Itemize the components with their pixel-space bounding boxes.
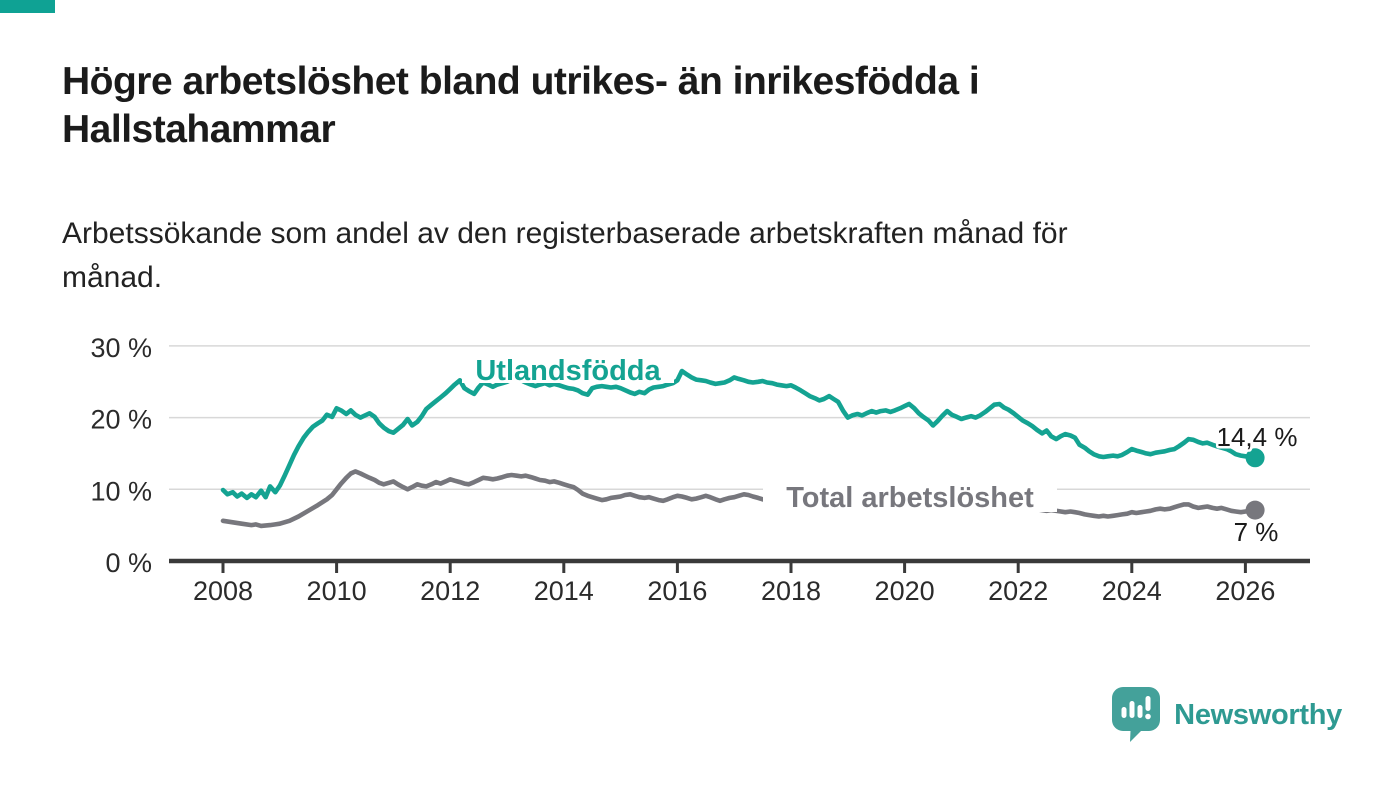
series-label-utlandsfodda: Utlandsfödda <box>475 355 661 387</box>
newsworthy-logo: Newsworthy <box>1111 686 1342 744</box>
series-layer <box>220 368 1265 529</box>
gridlines-layer <box>169 345 1310 491</box>
newsworthy-logo-text: Newsworthy <box>1174 698 1342 731</box>
axis-layer: 0 % 10 % 20 % 30 % 2008 2010 2012 2014 2016 2018 2… <box>90 333 1310 606</box>
series-label-total-arbetsloshet: Total arbetslöshet <box>786 482 1034 514</box>
series-line-1 <box>220 469 1258 529</box>
bar-chart-glyph <box>1121 696 1151 720</box>
annotation-layer: Utlandsfödda Total arbetslöshet 14,4 % 7… <box>462 352 1300 550</box>
series-end-dot-0 <box>1245 448 1265 468</box>
y-axis-label: 30 % <box>90 333 152 363</box>
x-axis-label: 2024 <box>1102 576 1162 606</box>
x-axis-label: 2010 <box>307 576 367 606</box>
end-value-label-utlandsfodda: 14,4 % <box>1217 422 1298 452</box>
brand-corner-tag <box>0 0 55 13</box>
series-line-0 <box>220 368 1258 501</box>
x-axis-label: 2020 <box>875 576 935 606</box>
y-axis-label: 10 % <box>90 476 152 506</box>
page-title: Högre arbetslöshet bland utrikes- än inr… <box>62 60 980 151</box>
x-axis-label: 2026 <box>1215 576 1275 606</box>
x-axis-label: 2008 <box>193 576 253 606</box>
x-axis-label: 2012 <box>420 576 480 606</box>
x-axis-label: 2016 <box>647 576 707 606</box>
series-label-halo-utlandsfodda <box>462 352 674 383</box>
x-axis-label: 2022 <box>988 576 1048 606</box>
end-value-label-total: 7 % <box>1234 517 1279 547</box>
series-end-dot-1 <box>1245 500 1265 520</box>
x-axis-label: 2014 <box>534 576 594 606</box>
y-axis-label: 20 % <box>90 405 152 435</box>
chart-subtitle: Arbetssökande som andel av den registerb… <box>62 217 1068 294</box>
x-axis-label: 2018 <box>761 576 821 606</box>
newsworthy-bubble-icon <box>1112 687 1161 742</box>
series-label-halo-total <box>763 484 1057 512</box>
y-axis-label: 0 % <box>105 548 152 578</box>
